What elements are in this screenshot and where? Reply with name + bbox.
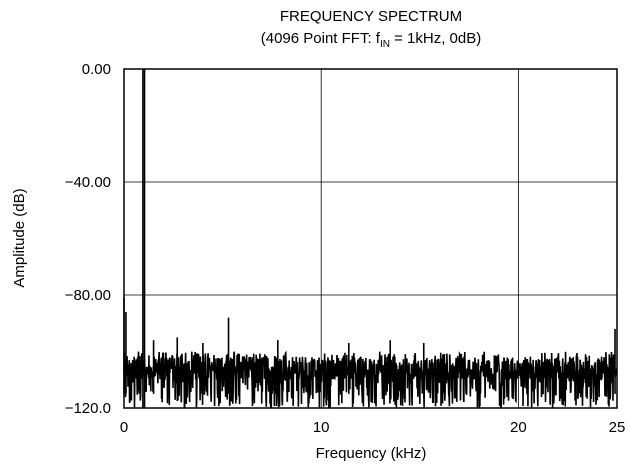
y-tick-label: −80.00 bbox=[65, 287, 111, 304]
chart-subtitle: (4096 Point FFT: fIN = 1kHz, 0dB) bbox=[261, 30, 482, 50]
x-tick-label: 25 bbox=[609, 419, 626, 436]
noise-floor-trace bbox=[123, 350, 618, 410]
chart-title: FREQUENCY SPECTRUM bbox=[280, 8, 462, 25]
y-tick-labels: 0.00 −40.00 −80.00 −120.0 bbox=[65, 61, 111, 417]
y-tick-label: −120.0 bbox=[65, 400, 111, 417]
x-tick-label: 20 bbox=[510, 419, 527, 436]
spectrum-trace bbox=[123, 69, 618, 410]
x-tick-label: 10 bbox=[313, 419, 330, 436]
x-tick-labels: 0 10 20 25 bbox=[120, 419, 626, 436]
y-tick-label: −40.00 bbox=[65, 174, 111, 191]
x-tick-label: 0 bbox=[120, 419, 128, 436]
plot-frame bbox=[123, 68, 618, 409]
y-axis-label: Amplitude (dB) bbox=[11, 188, 28, 287]
y-tick-label: 0.00 bbox=[82, 61, 111, 78]
x-axis-label: Frequency (kHz) bbox=[316, 445, 427, 462]
